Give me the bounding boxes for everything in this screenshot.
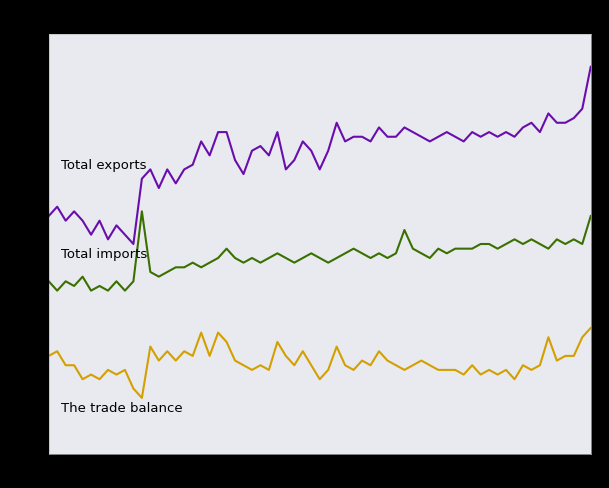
Text: The trade balance: The trade balance [62,402,183,415]
Text: Total exports: Total exports [62,160,147,172]
Text: Total imports: Total imports [62,248,147,261]
